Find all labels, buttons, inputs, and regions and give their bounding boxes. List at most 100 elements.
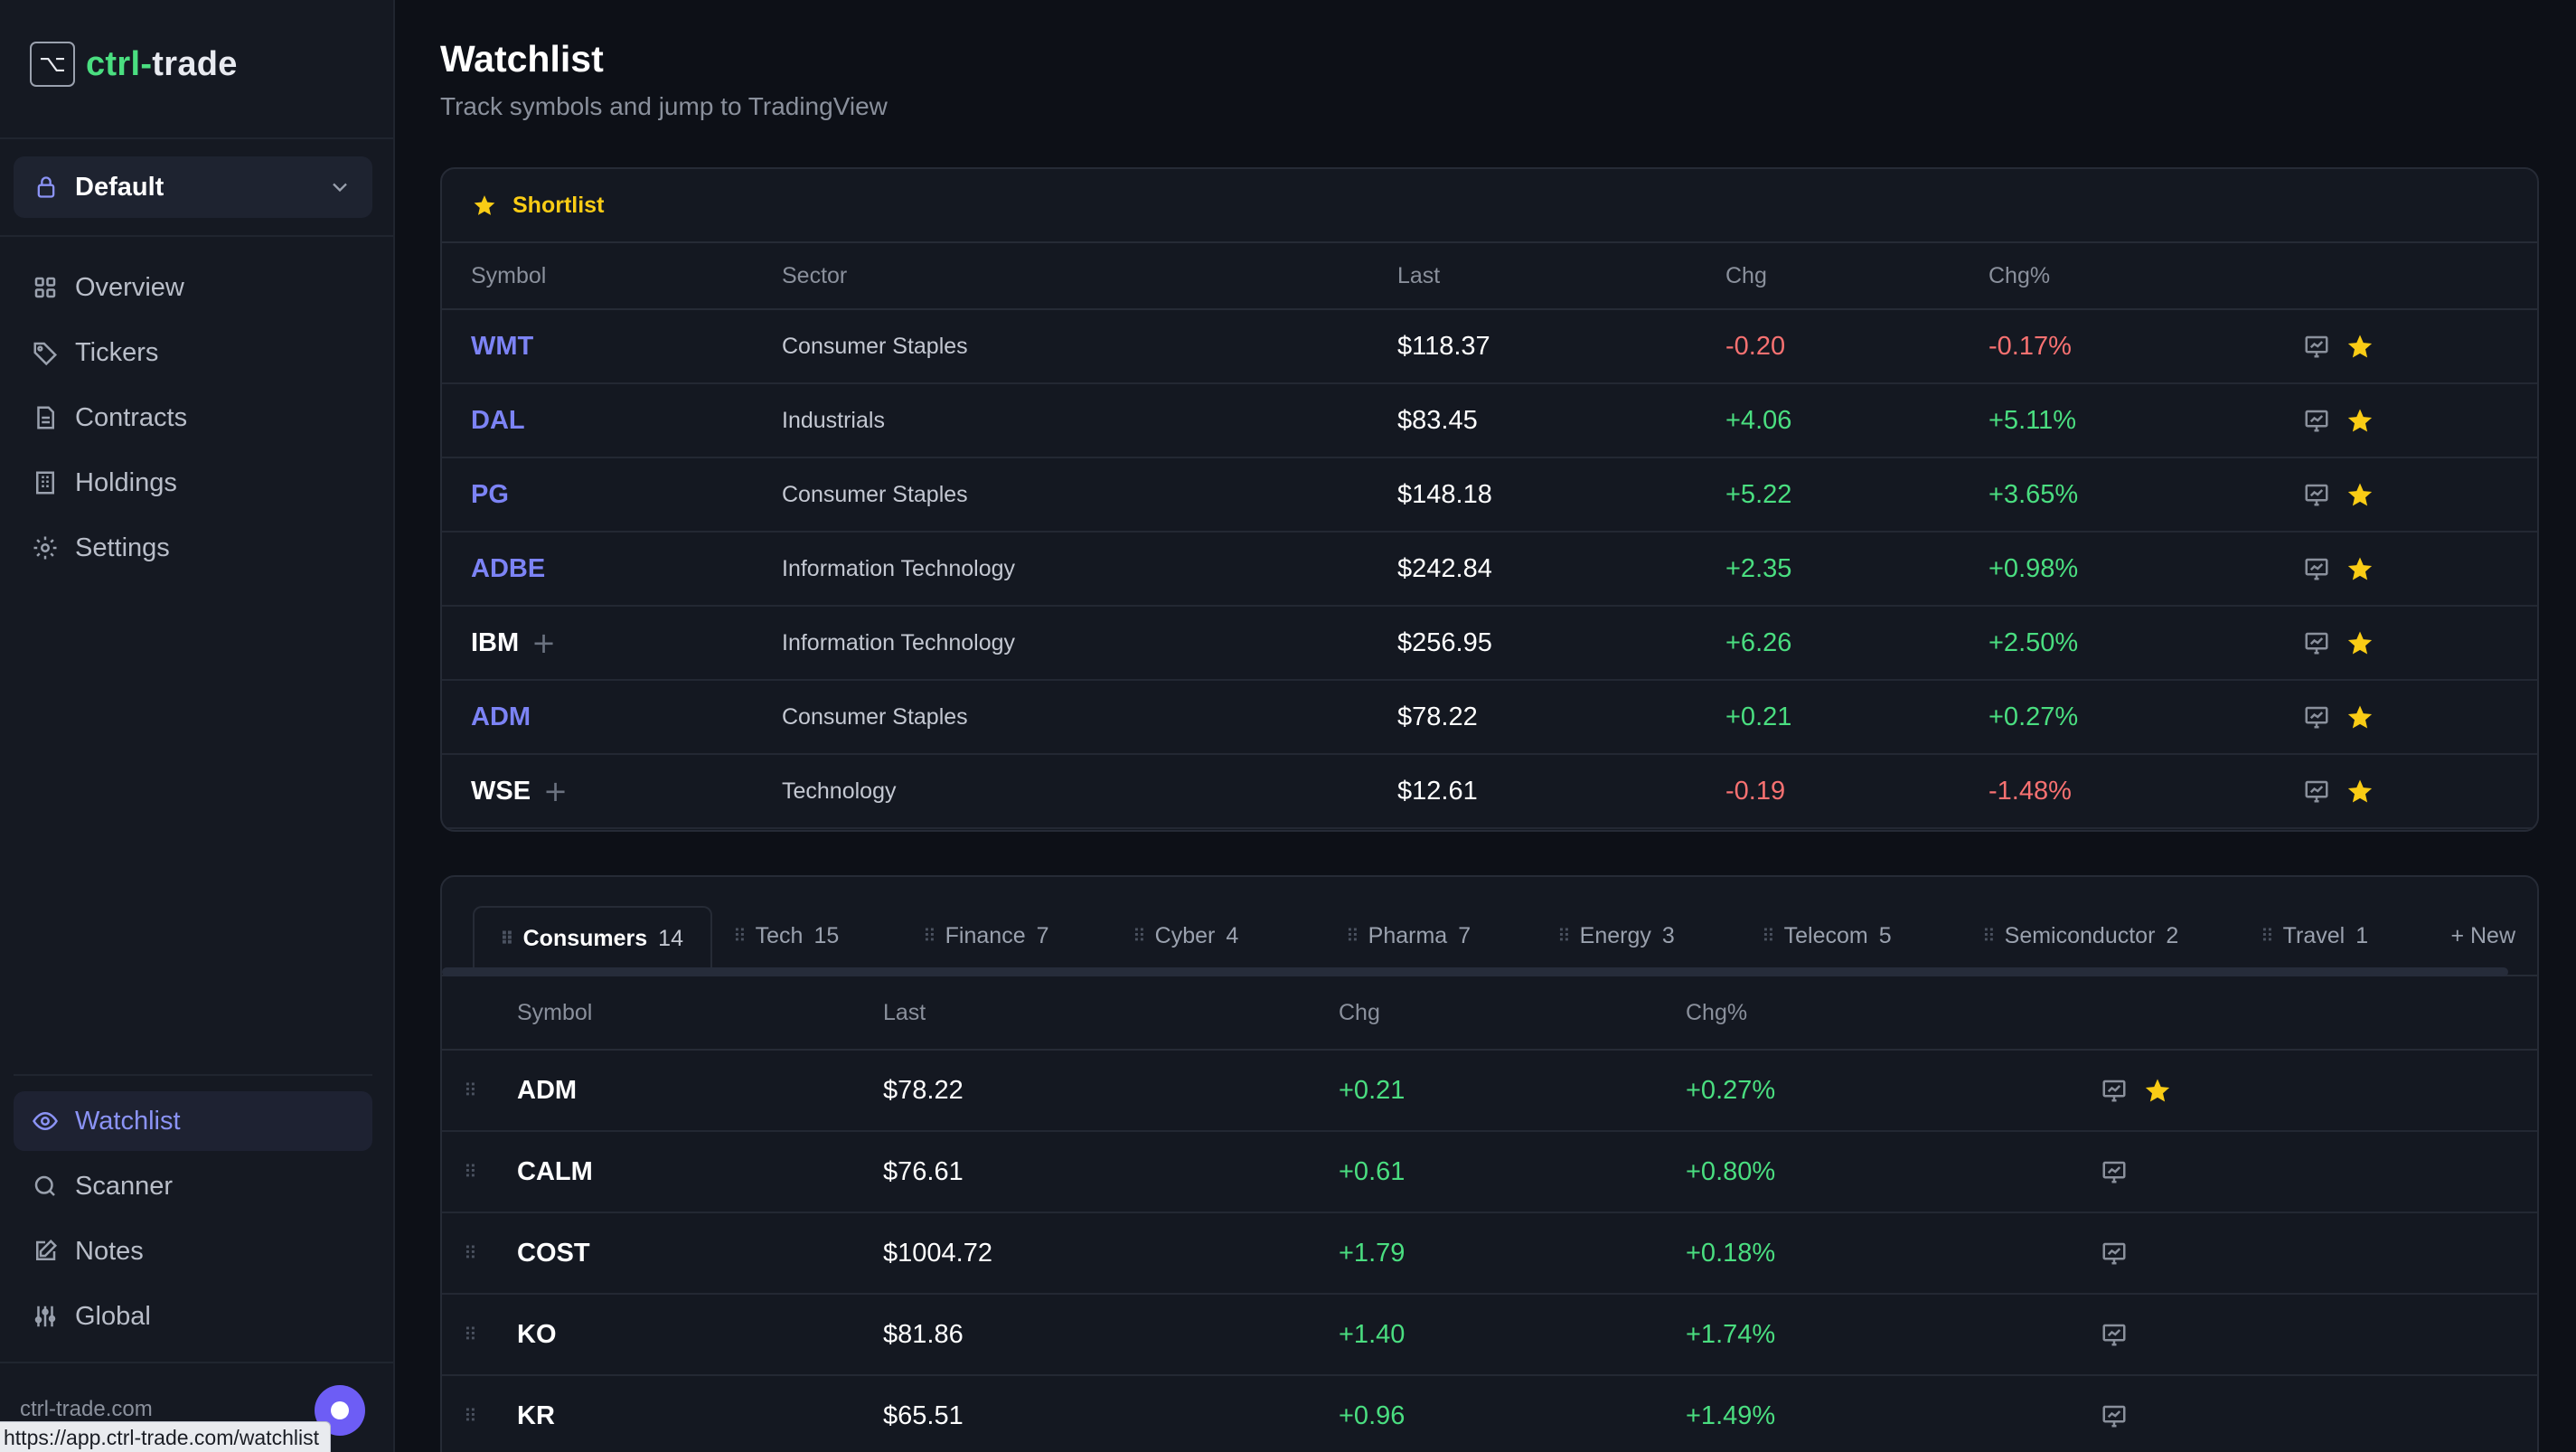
star-icon[interactable] bbox=[2144, 1077, 2171, 1104]
nav-tickers[interactable]: Tickers bbox=[14, 323, 372, 382]
symbol-cell[interactable]: COST bbox=[517, 1238, 590, 1268]
col-symbol[interactable]: Symbol bbox=[471, 262, 547, 288]
tabs-scrollbar[interactable] bbox=[442, 967, 2508, 976]
chart-icon[interactable] bbox=[2303, 555, 2330, 582]
list-tab[interactable]: ⠿ Consumers 14 bbox=[473, 906, 712, 969]
col-symbol[interactable]: Symbol bbox=[517, 999, 593, 1025]
drag-handle-icon[interactable]: ⠿ bbox=[1557, 925, 1571, 947]
tab-count: 5 bbox=[1878, 922, 1892, 948]
chart-icon[interactable] bbox=[2101, 1402, 2128, 1429]
symbol-link[interactable]: ADBE bbox=[471, 553, 546, 583]
star-icon[interactable] bbox=[2346, 481, 2374, 508]
list-tab[interactable]: ⠿ Energy 3 bbox=[1557, 906, 1675, 966]
drag-handle-icon[interactable]: ⠿ bbox=[464, 1242, 477, 1264]
nav-overview[interactable]: Overview bbox=[14, 258, 372, 317]
table-row[interactable]: ADM Consumer Staples $78.22 +0.21 +0.27% bbox=[442, 681, 2537, 755]
star-icon[interactable] bbox=[2346, 629, 2374, 656]
symbol-cell[interactable]: KR bbox=[517, 1400, 555, 1430]
drag-handle-icon[interactable]: ⠿ bbox=[923, 925, 936, 947]
drag-handle-icon[interactable]: ⠿ bbox=[2261, 925, 2274, 947]
drag-handle-icon[interactable]: ⠿ bbox=[464, 1080, 477, 1101]
table-row[interactable]: IBM + Information Technology $256.95 +6.26 +2… bbox=[442, 607, 2537, 681]
chart-icon[interactable] bbox=[2101, 1158, 2128, 1185]
shortlist-rows: WMT Consumer Staples $118.37 -0.20 -0.17% DAL… bbox=[442, 310, 2537, 829]
nav-global[interactable]: Global bbox=[14, 1287, 372, 1346]
col-last[interactable]: Last bbox=[1397, 262, 1441, 288]
nav-notes[interactable]: Notes bbox=[14, 1221, 372, 1281]
table-row[interactable]: WSE + Technology $12.61 -0.19 -1.48% bbox=[442, 755, 2537, 829]
symbol-cell[interactable]: CALM bbox=[517, 1156, 593, 1186]
star-icon[interactable] bbox=[2346, 703, 2374, 731]
col-sector[interactable]: Sector bbox=[782, 262, 848, 288]
table-row[interactable]: ⠿ ADM $78.22 +0.21 +0.27% bbox=[442, 1051, 2537, 1132]
table-row[interactable]: WMT Consumer Staples $118.37 -0.20 -0.17% bbox=[442, 310, 2537, 384]
drag-handle-icon[interactable]: ⠿ bbox=[1982, 925, 1996, 947]
table-row[interactable]: ⠿ CALM $76.61 +0.61 +0.80% bbox=[442, 1132, 2537, 1213]
drag-handle-icon[interactable]: ⠿ bbox=[464, 1405, 477, 1427]
drag-handle-icon[interactable]: ⠿ bbox=[1133, 925, 1146, 947]
symbol-link[interactable]: WSE bbox=[471, 776, 531, 806]
list-tab[interactable]: ⠿ Travel 1 bbox=[2261, 906, 2368, 966]
chart-icon[interactable] bbox=[2303, 629, 2330, 656]
new-list-button[interactable]: + New bbox=[2450, 922, 2515, 948]
drag-handle-icon[interactable]: ⠿ bbox=[733, 925, 747, 947]
col-chg-pct[interactable]: Chg% bbox=[1988, 262, 2051, 288]
page-title: Watchlist bbox=[440, 38, 604, 80]
nav-scanner[interactable]: Scanner bbox=[14, 1156, 372, 1216]
add-to-list-icon[interactable]: + bbox=[531, 626, 556, 660]
last-price-cell: $12.61 bbox=[1397, 776, 1478, 806]
list-tab[interactable]: ⠿ Finance 7 bbox=[923, 906, 1049, 966]
drag-handle-icon[interactable]: ⠿ bbox=[464, 1324, 477, 1345]
sector-cell: Consumer Staples bbox=[782, 333, 968, 359]
chart-icon[interactable] bbox=[2303, 333, 2330, 360]
sector-cell: Information Technology bbox=[782, 555, 1016, 581]
chart-icon[interactable] bbox=[2303, 407, 2330, 434]
nav-watchlist[interactable]: Watchlist bbox=[14, 1091, 372, 1151]
chart-icon[interactable] bbox=[2101, 1077, 2128, 1104]
chart-icon[interactable] bbox=[2101, 1240, 2128, 1267]
nav-contracts[interactable]: Contracts bbox=[14, 388, 372, 448]
nav-settings[interactable]: Settings bbox=[14, 518, 372, 578]
table-row[interactable]: ⠿ KR $65.51 +0.96 +1.49% bbox=[442, 1376, 2537, 1452]
table-row[interactable]: ⠿ COST $1004.72 +1.79 +0.18% bbox=[442, 1213, 2537, 1295]
symbol-cell[interactable]: ADM bbox=[517, 1075, 578, 1105]
logo-icon: ⌥ bbox=[30, 42, 75, 87]
star-icon[interactable] bbox=[2346, 778, 2374, 805]
chart-icon[interactable] bbox=[2101, 1321, 2128, 1348]
account-selector[interactable]: Default bbox=[14, 156, 372, 218]
star-icon[interactable] bbox=[2346, 333, 2374, 360]
table-row[interactable]: DAL Industrials $83.45 +4.06 +5.11% bbox=[442, 384, 2537, 458]
star-icon[interactable] bbox=[2346, 555, 2374, 582]
star-icon[interactable] bbox=[2346, 407, 2374, 434]
drag-handle-icon[interactable]: ⠿ bbox=[464, 1161, 477, 1183]
chart-icon[interactable] bbox=[2303, 703, 2330, 731]
list-tab[interactable]: ⠿ Pharma 7 bbox=[1346, 906, 1471, 966]
nav-holdings[interactable]: Holdings bbox=[14, 453, 372, 513]
table-row[interactable]: PG Consumer Staples $148.18 +5.22 +3.65% bbox=[442, 458, 2537, 533]
col-chg[interactable]: Chg bbox=[1339, 999, 1380, 1025]
drag-handle-icon[interactable]: ⠿ bbox=[1762, 925, 1775, 947]
sidebar-divider bbox=[0, 235, 395, 237]
col-chg[interactable]: Chg bbox=[1725, 262, 1767, 288]
col-chg-pct[interactable]: Chg% bbox=[1686, 999, 1748, 1025]
symbol-link[interactable]: ADM bbox=[471, 702, 531, 731]
chart-icon[interactable] bbox=[2303, 481, 2330, 508]
list-tab[interactable]: ⠿ Semiconductor 2 bbox=[1982, 906, 2178, 966]
chart-icon[interactable] bbox=[2303, 778, 2330, 805]
symbol-link[interactable]: DAL bbox=[471, 405, 525, 435]
app-logo[interactable]: ⌥ ctrl-trade bbox=[30, 40, 238, 89]
col-last[interactable]: Last bbox=[883, 999, 926, 1025]
symbol-cell[interactable]: KO bbox=[517, 1319, 557, 1349]
drag-handle-icon[interactable]: ⠿ bbox=[1346, 925, 1359, 947]
list-tab[interactable]: ⠿ Cyber 4 bbox=[1133, 906, 1238, 966]
symbol-link[interactable]: IBM bbox=[471, 627, 520, 657]
symbol-link[interactable]: PG bbox=[471, 479, 509, 509]
drag-handle-icon[interactable]: ⠿ bbox=[500, 928, 514, 949]
symbol-link[interactable]: WMT bbox=[471, 331, 534, 361]
table-row[interactable]: ADBE Information Technology $242.84 +2.35 +0… bbox=[442, 533, 2537, 607]
list-tab[interactable]: ⠿ Tech 15 bbox=[733, 906, 839, 966]
table-row[interactable]: ⠿ KO $81.86 +1.40 +1.74% bbox=[442, 1295, 2537, 1376]
tab-label: Tech bbox=[755, 922, 804, 948]
add-to-list-icon[interactable]: + bbox=[543, 774, 568, 808]
list-tab[interactable]: ⠿ Telecom 5 bbox=[1762, 906, 1892, 966]
